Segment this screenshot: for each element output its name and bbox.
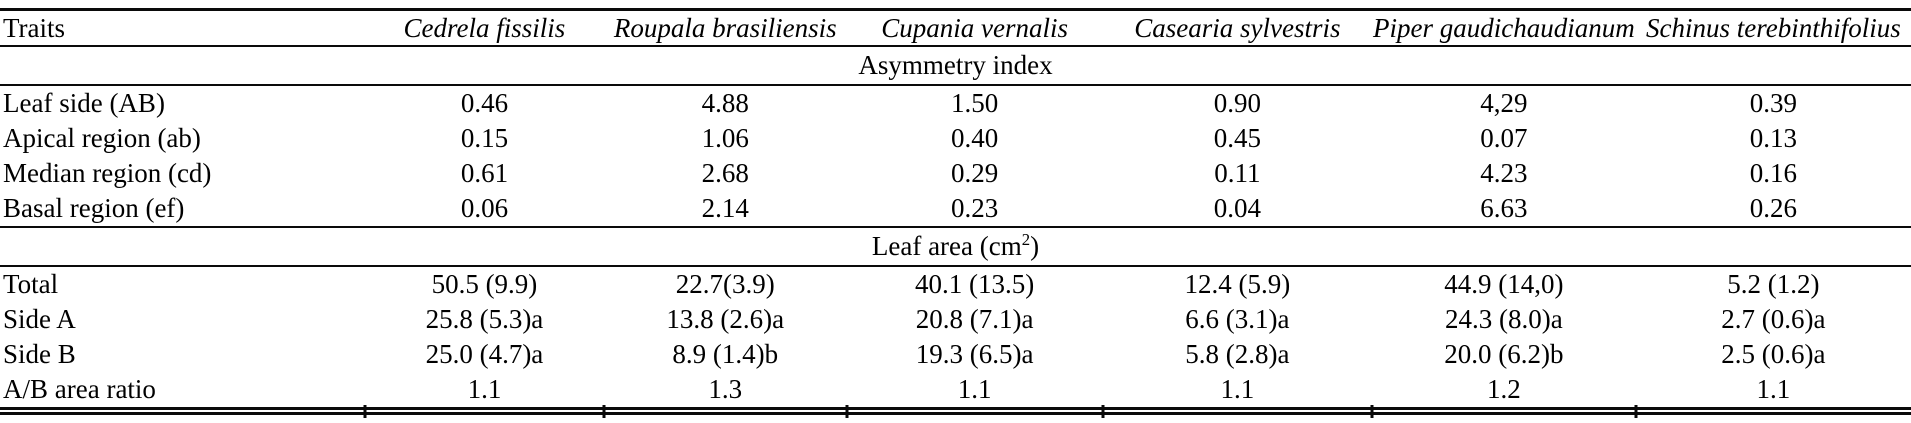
table-row: Basal region (ef) 0.06 2.14 0.23 0.04 6.63 0.2…	[0, 191, 1911, 227]
value-cell: 22.7(3.9)	[675, 269, 775, 299]
section-title: Leaf area (cm2)	[871, 230, 1040, 261]
table-row: A/B area ratio 1.1 1.3 1.1 1.1 1.2 1.1	[0, 372, 1911, 411]
value-cell: 0.26	[1749, 193, 1797, 223]
value-cell: 19.3 (6.5)a	[915, 339, 1034, 369]
value-cell: 1.1	[957, 374, 992, 404]
value-cell: 0.29	[950, 158, 999, 188]
value-cell: 4.23	[1480, 158, 1528, 188]
value-cell: 0.16	[1749, 158, 1797, 188]
value-cell: 24.3 (8.0)a	[1445, 304, 1563, 334]
row-label-cell: A/B area ratio	[3, 374, 156, 404]
value-cell: 0.06	[460, 193, 509, 223]
value-cell: 1.50	[950, 88, 999, 118]
column-boundary-tick	[1634, 405, 1638, 418]
value-cell: 25.8 (5.3)a	[425, 304, 544, 334]
value-cell: 1.06	[701, 123, 749, 153]
section-header-row: Asymmetry index	[0, 46, 1911, 85]
value-cell: 0.11	[1214, 158, 1261, 188]
value-cell: 0.46	[460, 88, 509, 118]
value-cell: 0.23	[950, 193, 999, 223]
value-cell: 5.2 (1.2)	[1727, 269, 1820, 299]
value-cell: 13.8 (2.6)a	[666, 304, 785, 334]
value-cell: 0.15	[460, 123, 509, 153]
value-cell: 2.14	[701, 193, 749, 223]
row-label-cell: Leaf side (AB)	[3, 88, 165, 118]
species-column-header: Roupala brasiliensis	[613, 12, 837, 43]
table-row: Side A 25.8 (5.3)a 13.8 (2.6)a 20.8 (7.1)a 6…	[0, 302, 1911, 337]
column-boundary-tick	[1101, 405, 1105, 418]
value-cell: 2.7 (0.6)a	[1721, 304, 1826, 334]
value-cell: 0.04	[1213, 193, 1261, 223]
value-cell: 1.1	[1756, 374, 1791, 404]
value-cell: 40.1 (13.5)	[914, 269, 1035, 299]
value-cell: 8.9 (1.4)b	[672, 339, 779, 369]
value-cell: 4,29	[1480, 88, 1528, 118]
value-cell: 0.13	[1749, 123, 1797, 153]
row-label-cell: Basal region (ef)	[3, 193, 185, 223]
table-row: Total 50.5 (9.9) 22.7(3.9) 40.1 (13.5) 12.4 …	[0, 266, 1911, 302]
value-cell: 6.6 (3.1)a	[1185, 304, 1290, 334]
superscript: 2	[1021, 230, 1031, 249]
traits-table-wrap: Traits Cedrela fissilis Roupala brasiliens…	[0, 8, 1911, 418]
value-cell: 0.61	[460, 158, 509, 188]
value-cell: 1.1	[467, 374, 502, 404]
value-cell: 0.40	[950, 123, 999, 153]
value-cell: 4.88	[701, 88, 749, 118]
value-cell: 6.63	[1480, 193, 1528, 223]
species-column-header: Cedrela fissilis	[403, 12, 566, 43]
table-row: Side B 25.0 (4.7)a 8.9 (1.4)b 19.3 (6.5)a 5.…	[0, 337, 1911, 372]
column-boundary-tick	[845, 405, 849, 418]
column-boundary-tick	[602, 405, 606, 418]
value-cell: 20.8 (7.1)a	[915, 304, 1034, 334]
table-row: Apical region (ab) 0.15 1.06 0.40 0.45 0.07 0.…	[0, 121, 1911, 156]
value-cell: 2.5 (0.6)a	[1721, 339, 1826, 369]
row-label-cell: Apical region (ab)	[3, 123, 201, 153]
species-column-header: Casearia sylvestris	[1134, 12, 1341, 43]
species-column-header: Piper gaudichaudianum	[1373, 12, 1635, 43]
row-label-cell: Side B	[3, 339, 76, 369]
value-cell: 20.0 (6.2)b	[1444, 339, 1564, 369]
species-column-header: Cupania vernalis	[881, 12, 1068, 43]
table-body: Asymmetry index Leaf side (AB) 0.46 4.88 1.5…	[0, 46, 1911, 411]
value-cell: 0.45	[1213, 123, 1261, 153]
column-boundary-tick	[363, 405, 367, 418]
value-cell: 1.1	[1220, 374, 1255, 404]
table-row: Median region (cd) 0.61 2.68 0.29 0.11 4.23 0.…	[0, 156, 1911, 191]
value-cell: 0.07	[1480, 123, 1528, 153]
value-cell: 1.3	[708, 374, 743, 404]
section-title: Asymmetry index	[858, 50, 1053, 80]
value-cell: 12.4 (5.9)	[1184, 269, 1291, 299]
value-cell: 44.9 (14,0)	[1444, 269, 1564, 299]
value-cell: 50.5 (9.9)	[431, 269, 538, 299]
value-cell: 1.2	[1487, 374, 1521, 404]
value-cell: 5.8 (2.8)a	[1185, 339, 1290, 369]
traits-table: Traits Cedrela fissilis Roupala brasiliens…	[0, 8, 1911, 415]
table-header-row: Traits Cedrela fissilis Roupala brasiliens…	[0, 9, 1911, 46]
section-header-row: Leaf area (cm2)	[0, 227, 1911, 266]
value-cell: 0.90	[1213, 88, 1261, 118]
species-column-header: Schinus terebinthifolius	[1646, 12, 1901, 43]
value-cell: 0.39	[1749, 88, 1797, 118]
column-boundary-tick	[1370, 405, 1374, 418]
value-cell: 25.0 (4.7)a	[425, 339, 544, 369]
table-row: Leaf side (AB) 0.46 4.88 1.50 0.90 4,29 0.39	[0, 85, 1911, 121]
value-cell: 2.68	[701, 158, 749, 188]
row-label-cell: Side A	[3, 304, 76, 334]
row-label-cell: Total	[3, 269, 59, 299]
row-label-cell: Median region (cd)	[3, 158, 212, 188]
traits-column-header: Traits	[3, 12, 66, 43]
